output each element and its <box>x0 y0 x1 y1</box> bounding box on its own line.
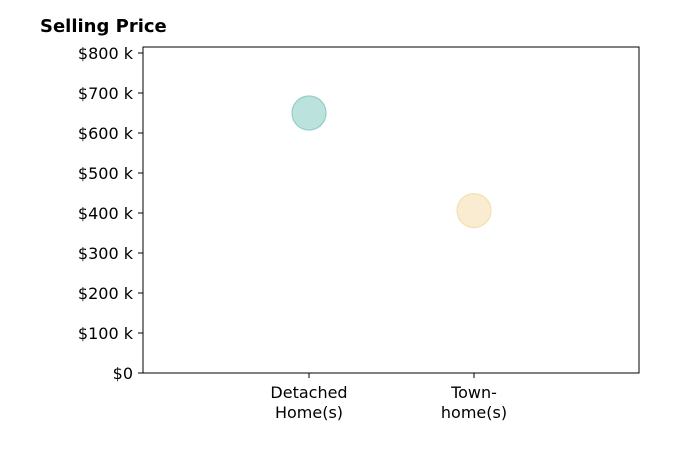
data-points <box>291 95 492 229</box>
x-axis: Detached Home(s) Town-home(s) <box>270 373 507 422</box>
y-tick-label: $400 k <box>78 204 134 223</box>
data-point <box>456 193 492 229</box>
plot-frame <box>142 46 640 374</box>
x-tick-label-line: Town- <box>450 383 497 402</box>
x-tick-label: Town-home(s) <box>441 383 507 422</box>
x-tick-label-line: home(s) <box>441 403 507 422</box>
y-tick-label: $300 k <box>78 244 134 263</box>
y-tick-label: $700 k <box>78 84 134 103</box>
y-tick-label: $500 k <box>78 164 134 183</box>
y-tick-label: $0 <box>113 364 133 383</box>
x-tick-label-line: Home(s) <box>275 403 343 422</box>
y-tick-label: $600 k <box>78 124 134 143</box>
x-tick-label: Detached Home(s) <box>270 383 347 422</box>
x-tick-label-line: Detached <box>270 383 347 402</box>
y-tick-label: $100 k <box>78 324 134 343</box>
data-point <box>291 95 327 131</box>
y-tick-label: $800 k <box>78 44 134 63</box>
y-axis: $0 $100 k $200 k $300 k $400 k $500 k $600 k $7… <box>78 44 143 383</box>
chart-title: Selling Price <box>40 16 167 37</box>
y-tick-label: $200 k <box>78 284 134 303</box>
